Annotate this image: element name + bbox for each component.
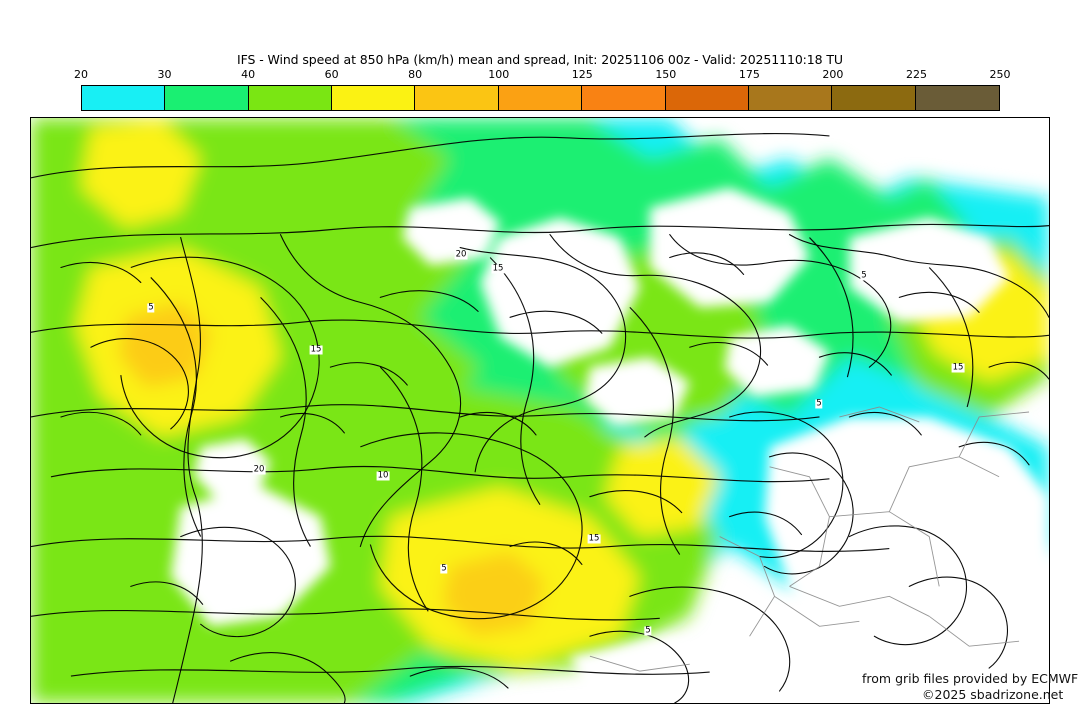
colorbar-tick-175: 175 [738,68,760,81]
colorbar-tick-80: 80 [408,68,423,81]
credit-source: from grib files provided by ECMWF [862,671,1079,686]
colorbar: 20 30 40 60 80 100 125 150 175 200 225 250 [74,68,1011,111]
credit-copyright: ©2025 sbadrizone.net [922,687,1064,702]
colorbar-segment-150-175 [665,86,749,110]
colorbar-tick-150: 150 [655,68,677,81]
contour-label: 5 [147,302,155,313]
colorbar-tick-20: 20 [74,68,88,81]
contour-label: 5 [644,625,652,636]
colorbar-tick-125: 125 [571,68,593,81]
contour-label: 20 [252,464,266,475]
spread-contour-layer [31,132,1049,677]
colorbar-tick-250: 250 [989,68,1011,81]
colorbar-segment-30-40 [165,86,249,110]
contour-label: 15 [951,362,965,373]
colorbar-segment-200-225 [832,86,916,110]
contour-label: 15 [309,344,323,355]
map-panel[interactable]: 5 20 15 15 20 10 5 15 5 15 5 5 [30,117,1050,704]
colorbar-segments [81,85,1000,111]
contour-label: 5 [815,398,823,409]
colorbar-segment-20-30 [82,86,166,110]
colorbar-tick-30: 30 [157,68,172,81]
colorbar-tick-100: 100 [488,68,510,81]
colorbar-tick-labels: 20 30 40 60 80 100 125 150 175 200 225 250 [74,68,1011,82]
colorbar-tick-40: 40 [241,68,256,81]
contour-label: 5 [860,270,868,281]
colorbar-segment-40-60 [248,86,333,110]
colorbar-segment-100-125 [498,86,583,110]
chart-title: IFS - Wind speed at 850 hPa (km/h) mean … [237,52,843,67]
colorbar-segment-60-80 [332,86,416,110]
country-border-layer [589,406,1030,672]
map-svg [31,118,1049,703]
contour-label: 15 [587,533,601,544]
colorbar-segment-175-200 [748,86,833,110]
contour-label: 5 [440,563,448,574]
low-wind-white-layer [170,187,1049,703]
colorbar-tick-225: 225 [905,68,927,81]
contour-label: 15 [491,263,505,274]
coastline-layer [60,234,1049,703]
colorbar-tick-200: 200 [822,68,844,81]
contour-label: 10 [376,470,390,481]
contour-label: 20 [454,249,468,260]
colorbar-tick-60: 60 [324,68,339,81]
colorbar-segment-80-100 [415,86,499,110]
colorbar-segment-125-150 [582,86,666,110]
colorbar-segment-225-250 [915,86,999,110]
